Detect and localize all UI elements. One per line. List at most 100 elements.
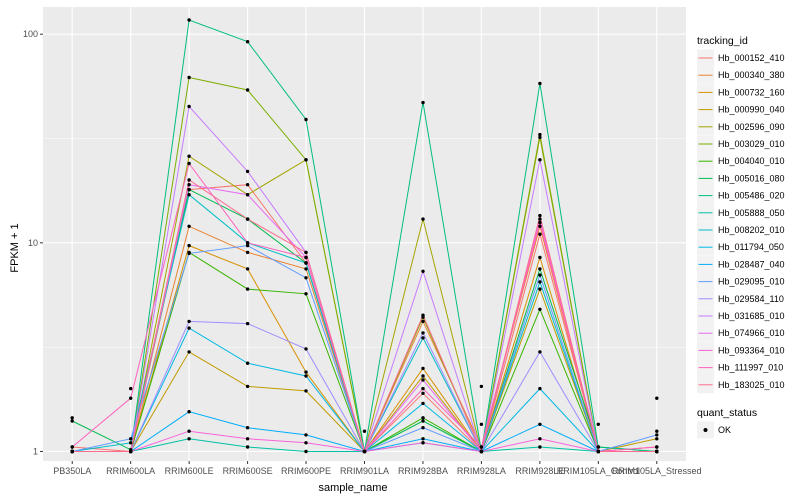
legend-label: Hb_005486_020 bbox=[718, 191, 785, 201]
data-point bbox=[421, 426, 425, 430]
data-point bbox=[245, 384, 250, 389]
data-point bbox=[304, 117, 308, 122]
legend-item: Hb_000152_410 bbox=[697, 49, 785, 67]
data-point bbox=[187, 193, 191, 197]
data-point bbox=[245, 426, 250, 430]
data-point bbox=[421, 100, 425, 105]
x-tick-label: RRIM105LA_Stressed bbox=[612, 466, 702, 476]
data-point bbox=[538, 132, 542, 137]
x-tick-label: RRIM600SE bbox=[223, 466, 273, 476]
x-tick-label: RRIM928LA bbox=[457, 466, 506, 476]
data-point bbox=[421, 437, 425, 441]
shape-legend-item: OK bbox=[697, 421, 731, 439]
data-point bbox=[421, 366, 425, 371]
data-point bbox=[187, 154, 191, 158]
legend-item: Hb_008202_010 bbox=[697, 221, 785, 239]
data-point bbox=[245, 40, 250, 44]
legend-item: Hb_000732_160 bbox=[697, 83, 785, 101]
legend-label: Hb_031685_010 bbox=[718, 311, 785, 321]
data-point bbox=[245, 287, 250, 291]
legend-item: Hb_031685_010 bbox=[697, 307, 785, 325]
data-point bbox=[187, 319, 191, 324]
data-point bbox=[129, 441, 133, 445]
data-point bbox=[421, 313, 425, 317]
legend-label: Hb_093364_010 bbox=[718, 345, 785, 355]
data-point bbox=[304, 441, 308, 445]
legend-item: Hb_004040_010 bbox=[697, 152, 785, 170]
data-point bbox=[304, 250, 308, 255]
legend-label: Hb_000340_380 bbox=[718, 70, 785, 80]
data-point bbox=[304, 292, 308, 296]
legend-label: Hb_029584_110 bbox=[718, 294, 784, 304]
data-point bbox=[245, 241, 250, 245]
data-point bbox=[596, 449, 600, 454]
legend-label: Hb_028487_040 bbox=[718, 259, 785, 269]
data-point bbox=[538, 220, 542, 225]
data-point bbox=[538, 224, 542, 228]
data-point bbox=[538, 287, 542, 291]
x-tick-label: RRIM600LA bbox=[106, 466, 155, 476]
data-point bbox=[421, 374, 425, 378]
y-tick-label: 10 bbox=[28, 238, 38, 248]
legend-label: Hb_005888_050 bbox=[718, 208, 785, 218]
legend-label: Hb_011794_050 bbox=[718, 242, 784, 252]
data-point bbox=[655, 429, 659, 433]
data-point bbox=[187, 350, 191, 354]
data-point bbox=[187, 243, 191, 248]
data-point bbox=[304, 347, 308, 351]
data-point bbox=[70, 445, 74, 449]
data-point bbox=[187, 437, 191, 441]
data-point bbox=[538, 280, 542, 284]
data-point bbox=[129, 396, 133, 400]
legend-item: Hb_074966_010 bbox=[697, 324, 785, 342]
data-point bbox=[538, 255, 542, 260]
data-point bbox=[187, 429, 191, 433]
y-axis-title: FPKM + 1 bbox=[9, 223, 21, 272]
data-point bbox=[187, 178, 191, 182]
data-point bbox=[538, 81, 542, 86]
data-point bbox=[655, 437, 659, 441]
data-point bbox=[362, 449, 367, 454]
data-point bbox=[362, 429, 367, 433]
y-axis: 1 10 100 bbox=[23, 29, 43, 456]
data-point bbox=[129, 386, 133, 391]
legend-item: Hb_005888_050 bbox=[697, 204, 785, 222]
data-point bbox=[421, 336, 425, 340]
data-point bbox=[304, 267, 308, 271]
data-point bbox=[655, 433, 659, 437]
legend-item: Hb_029584_110 bbox=[697, 290, 784, 308]
data-point bbox=[187, 104, 191, 109]
data-point bbox=[187, 18, 191, 22]
data-point bbox=[538, 422, 542, 426]
legend-label: OK bbox=[718, 425, 731, 435]
legend: tracking_id Hb_000152_410Hb_000340_380Hb… bbox=[697, 35, 785, 439]
data-point bbox=[421, 269, 425, 273]
x-tick-label: RRIM105LA_Control bbox=[557, 466, 640, 476]
data-point bbox=[245, 321, 250, 326]
shape-legend-items: OK bbox=[697, 421, 731, 439]
data-point bbox=[129, 437, 133, 441]
data-point bbox=[304, 433, 308, 437]
data-point bbox=[538, 437, 542, 441]
data-point bbox=[187, 187, 191, 192]
data-point bbox=[596, 445, 600, 449]
data-point bbox=[421, 378, 425, 382]
legend-point-symbol bbox=[703, 428, 708, 432]
data-point bbox=[421, 217, 425, 221]
data-point bbox=[245, 437, 250, 441]
data-point bbox=[479, 445, 484, 449]
data-point bbox=[304, 261, 308, 265]
legend-label: Hb_003029_010 bbox=[718, 139, 785, 149]
data-point bbox=[655, 445, 659, 449]
data-point bbox=[538, 213, 542, 218]
legend-item: Hb_093364_010 bbox=[697, 341, 785, 359]
data-point bbox=[479, 449, 484, 454]
legend-item: Hb_029095_010 bbox=[697, 273, 785, 290]
data-point bbox=[70, 416, 74, 420]
data-point bbox=[421, 386, 425, 391]
x-tick-label: PB350LA bbox=[53, 466, 91, 476]
data-point bbox=[304, 276, 308, 280]
x-tick-label: RRIM901LA bbox=[340, 466, 389, 476]
